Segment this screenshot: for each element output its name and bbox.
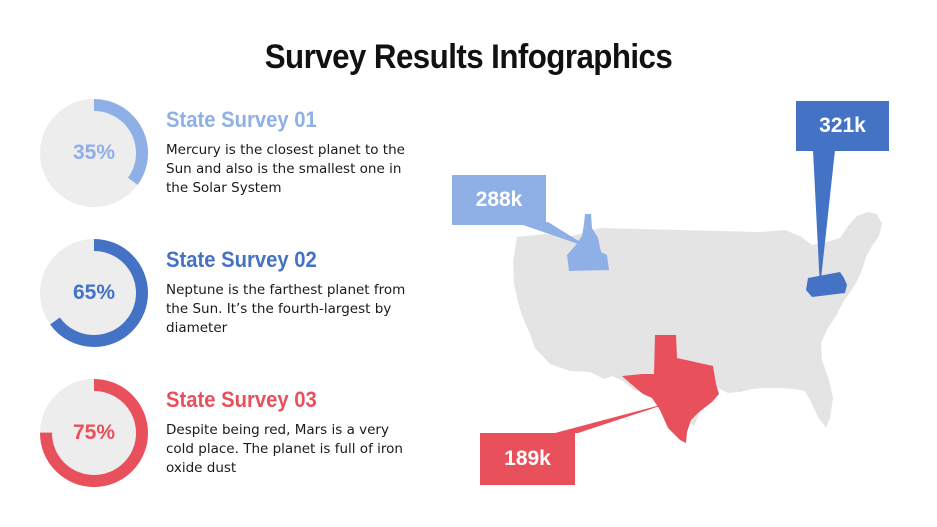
callout-label: 189k	[504, 447, 551, 470]
callout-288k: 288k	[452, 175, 546, 225]
state-idaho	[567, 214, 609, 271]
survey-description: Despite being red, Mars is a very cold p…	[166, 422, 403, 476]
state-pennsylvania	[806, 272, 847, 297]
callout-pointer-321k	[813, 150, 835, 288]
survey-item-01: 35% State Survey 01 Mercury is the close…	[38, 97, 438, 209]
survey-description: Mercury is the closest planet to the Sun…	[166, 142, 405, 196]
callout-pointer-189k	[555, 402, 672, 433]
survey-item-02: 65% State Survey 02 Neptune is the farth…	[38, 237, 438, 349]
survey-heading: State Survey 02	[166, 247, 317, 272]
survey-heading: State Survey 03	[166, 387, 317, 412]
callout-pointer-288k	[520, 222, 590, 248]
ring-background	[40, 99, 148, 207]
survey-heading: State Survey 01	[166, 107, 317, 132]
callout-label: 288k	[475, 188, 523, 211]
ring-background	[40, 379, 148, 487]
survey-description: Neptune is the farthest planet from the …	[166, 282, 406, 336]
survey-percent: 65%	[72, 281, 116, 304]
survey-percent: 75%	[72, 421, 116, 444]
callout-189k: 189k	[480, 433, 575, 485]
state-texas	[622, 335, 719, 443]
callout-label: 321k	[819, 114, 866, 137]
progress-ring-02	[40, 239, 148, 347]
progress-ring-01	[40, 99, 148, 207]
survey-item-03: 75% State Survey 03 Despite being red, M…	[38, 377, 438, 489]
page-title: Survey Results Infographics	[264, 38, 673, 76]
ring-arc	[40, 99, 148, 207]
ring-background	[40, 239, 148, 347]
survey-percent: 35%	[72, 141, 116, 164]
ring-arc	[40, 239, 148, 347]
progress-ring-03	[40, 379, 148, 487]
callout-321k: 321k	[796, 101, 889, 151]
ring-arc	[40, 379, 148, 487]
